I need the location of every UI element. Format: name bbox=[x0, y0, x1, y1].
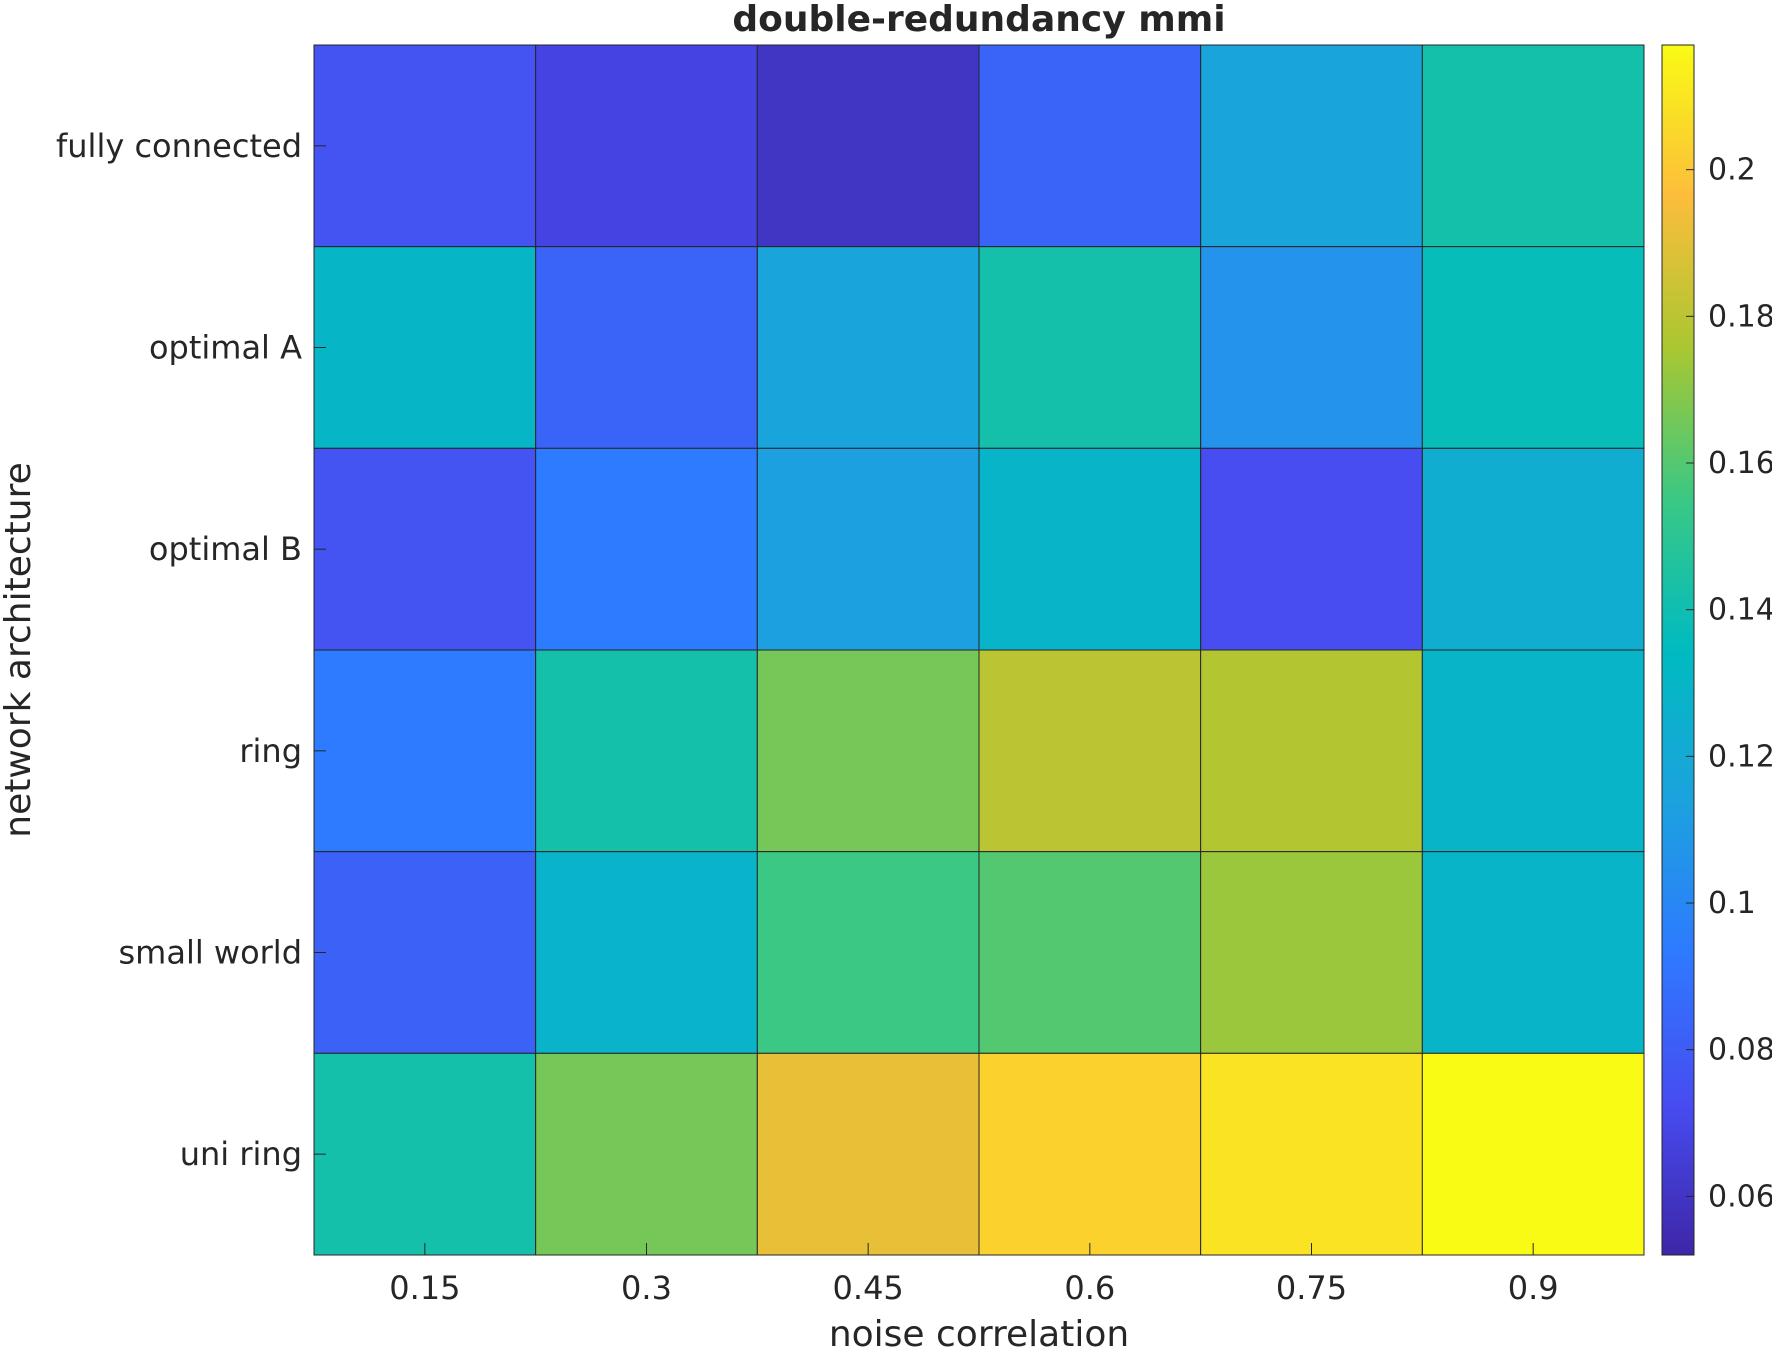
chart-title: double-redundancy mmi bbox=[732, 0, 1225, 40]
y-axis-ticks: fully connected optimal A optimal B ring sma… bbox=[56, 127, 326, 1173]
heatmap-cell bbox=[535, 246, 758, 449]
heatmap-cell bbox=[756, 1052, 980, 1256]
heatmap-cell bbox=[978, 851, 1202, 1054]
x-tick-label: 0.15 bbox=[389, 1269, 460, 1307]
x-axis-label: noise correlation bbox=[829, 1314, 1129, 1349]
colorbar-tick-label: 0.06 bbox=[1708, 1179, 1772, 1214]
heatmap-cell bbox=[756, 851, 980, 1054]
heatmap-cell bbox=[313, 1052, 537, 1256]
y-tick-label: small world bbox=[118, 934, 302, 972]
heatmap-cell bbox=[535, 649, 758, 853]
heatmap-cell bbox=[1200, 649, 1423, 853]
colorbar-tick-label: 0.1 bbox=[1708, 886, 1756, 921]
heatmap-cell bbox=[1421, 1052, 1645, 1256]
heatmap-cell bbox=[313, 44, 537, 248]
colorbar-tick-label: 0.18 bbox=[1708, 299, 1772, 334]
y-tick-label: optimal B bbox=[149, 530, 302, 568]
heatmap-cell bbox=[535, 1052, 758, 1256]
x-axis-ticks: 0.15 0.3 0.45 0.6 0.75 0.9 bbox=[389, 1243, 1559, 1307]
y-tick-label: ring bbox=[239, 732, 302, 770]
y-tick-label: optimal A bbox=[149, 329, 302, 367]
x-tick-label: 0.75 bbox=[1276, 1269, 1347, 1307]
heatmap-cell bbox=[1200, 1052, 1423, 1256]
heatmap-cell bbox=[1200, 246, 1423, 449]
colorbar-tick-label: 0.08 bbox=[1708, 1033, 1772, 1068]
x-tick-label: 0.45 bbox=[833, 1269, 904, 1307]
colorbar-gradient bbox=[1661, 44, 1695, 1256]
x-tick-label: 0.3 bbox=[621, 1269, 672, 1307]
heatmap-cell bbox=[978, 447, 1202, 651]
heatmap-cell bbox=[1421, 447, 1645, 651]
colorbar-tick-label: 0.2 bbox=[1708, 153, 1756, 188]
heatmap-cell bbox=[756, 44, 980, 248]
y-axis-label: network architecture bbox=[0, 462, 39, 837]
plot-frame bbox=[313, 44, 1645, 1256]
heatmap-cell bbox=[535, 44, 758, 248]
heatmap-cell bbox=[1421, 246, 1645, 449]
heatmap-cell bbox=[756, 649, 980, 853]
heatmap-cell bbox=[535, 447, 758, 651]
x-tick-label: 0.6 bbox=[1064, 1269, 1115, 1307]
heatmap-cell bbox=[978, 1052, 1202, 1256]
y-tick-label: uni ring bbox=[180, 1135, 302, 1173]
heatmap-cell bbox=[756, 246, 980, 449]
heatmap-cell bbox=[1200, 851, 1423, 1054]
heatmap-cells bbox=[313, 44, 1645, 1256]
heatmap-cell bbox=[978, 44, 1202, 248]
heatmap-cell bbox=[1421, 44, 1645, 248]
y-tick-label: fully connected bbox=[56, 127, 302, 165]
heatmap-cell bbox=[1421, 851, 1645, 1054]
heatmap-cell bbox=[313, 851, 537, 1054]
colorbar-tick-label: 0.14 bbox=[1708, 593, 1772, 628]
heatmap-cell bbox=[313, 447, 537, 651]
heatmap-cell bbox=[1200, 447, 1423, 651]
heatmap-cell bbox=[535, 851, 758, 1054]
heatmap-cell bbox=[756, 447, 980, 651]
colorbar-tick-label: 0.12 bbox=[1708, 739, 1772, 774]
heatmap-cell bbox=[1421, 649, 1645, 853]
heatmap-cell bbox=[978, 649, 1202, 853]
heatmap-cell bbox=[1200, 44, 1423, 248]
x-tick-label: 0.9 bbox=[1508, 1269, 1559, 1307]
heatmap-cell bbox=[313, 649, 537, 853]
heatmap-cell bbox=[313, 246, 537, 449]
colorbar: 0.06 0.08 0.1 0.12 0.14 0.16 0.18 0.2 bbox=[1661, 44, 1772, 1256]
colorbar-tick-label: 0.16 bbox=[1708, 446, 1772, 481]
heatmap-cell bbox=[978, 246, 1202, 449]
